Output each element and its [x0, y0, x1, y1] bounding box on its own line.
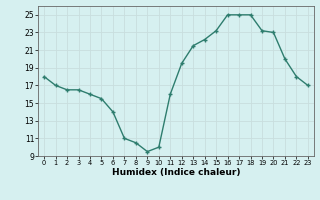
- X-axis label: Humidex (Indice chaleur): Humidex (Indice chaleur): [112, 168, 240, 177]
